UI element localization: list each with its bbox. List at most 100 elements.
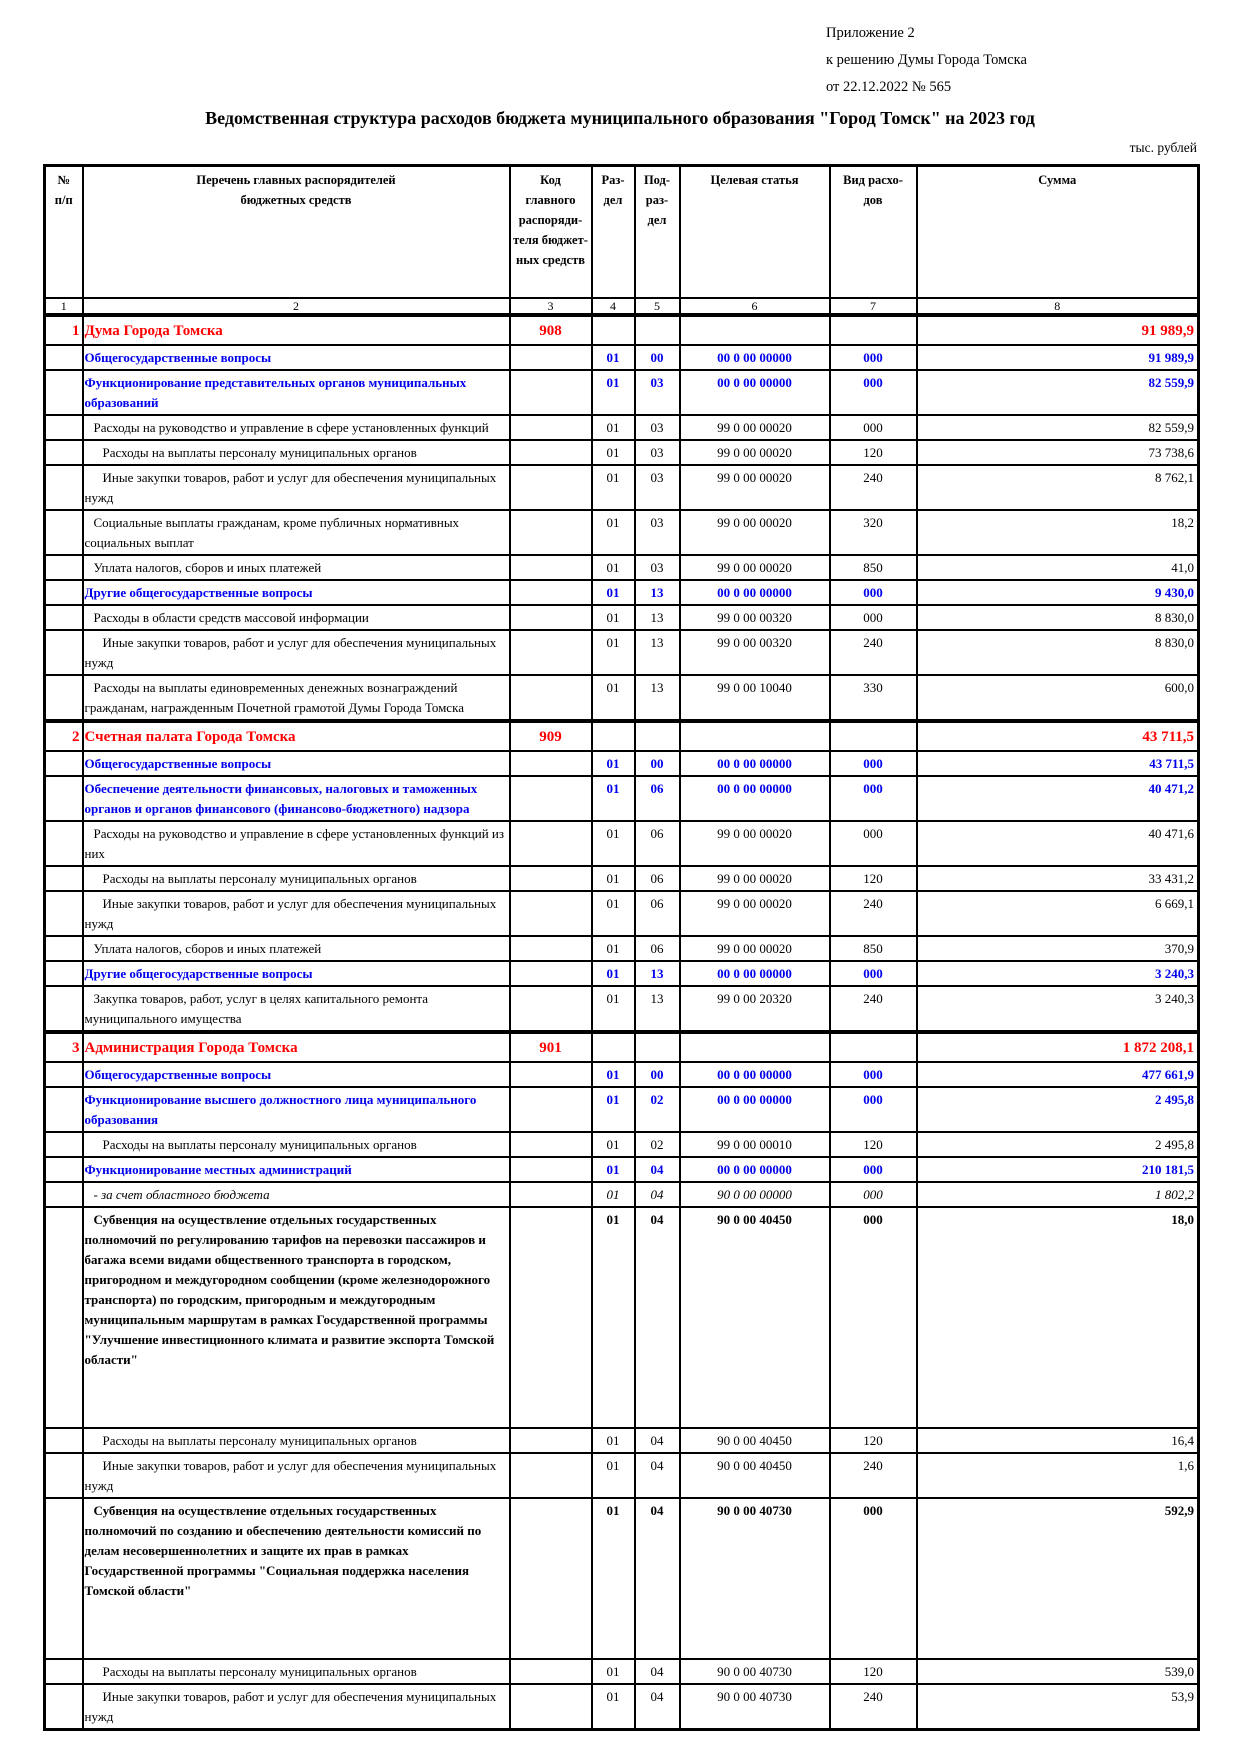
cell-razdel: 01 xyxy=(590,1683,636,1731)
cell-razdel: 01 xyxy=(590,1427,636,1454)
cell-vid: 000 xyxy=(828,579,918,606)
cell-podrazdel: 03 xyxy=(633,509,681,556)
cell-code: 909 xyxy=(508,719,593,752)
col-header-target: Целевая статья xyxy=(678,164,831,299)
cell-code xyxy=(508,369,593,416)
cell-target: 90 0 00 40730 xyxy=(678,1658,831,1685)
cell-target: 00 0 00 00000 xyxy=(678,1061,831,1088)
cell-sum: 3 240,3 xyxy=(915,985,1200,1033)
table-row: Иные закупки товаров, работ и услуг для … xyxy=(43,1683,1200,1731)
table-row: Уплата налогов, сборов и иных платежей 01… xyxy=(43,554,1200,581)
cell-code xyxy=(508,1156,593,1183)
cell-name: Иные закупки товаров, работ и услуг для … xyxy=(81,1452,511,1499)
cell-podrazdel: 04 xyxy=(633,1427,681,1454)
cell-vid: 120 xyxy=(828,439,918,466)
cell-num xyxy=(43,865,84,892)
cell-podrazdel: 00 xyxy=(633,1061,681,1088)
column-index: 7 xyxy=(828,297,918,317)
table-row: Расходы на выплаты персоналу муниципальн… xyxy=(43,1131,1200,1158)
cell-vid: 000 xyxy=(828,344,918,371)
table-row: Уплата налогов, сборов и иных платежей 01… xyxy=(43,935,1200,962)
cell-code xyxy=(508,629,593,676)
cell-sum: 9 430,0 xyxy=(915,579,1200,606)
cell-code xyxy=(508,1131,593,1158)
table-row: 3 Администрация Города Томска 901 1 872 208… xyxy=(43,1030,1200,1063)
cell-name: Счетная палата Города Томска xyxy=(81,719,511,752)
column-index: 5 xyxy=(633,297,681,317)
cell-num xyxy=(43,960,84,987)
cell-vid: 120 xyxy=(828,865,918,892)
cell-target: 99 0 00 00010 xyxy=(678,1131,831,1158)
cell-razdel: 01 xyxy=(590,960,636,987)
cell-podrazdel xyxy=(633,313,681,346)
cell-sum: 82 559,9 xyxy=(915,414,1200,441)
cell-code: 908 xyxy=(508,313,593,346)
cell-name: - за счет областного бюджета xyxy=(81,1181,511,1208)
cell-podrazdel: 02 xyxy=(633,1131,681,1158)
cell-razdel: 01 xyxy=(590,865,636,892)
table-row: Расходы в области средств массовой инфор… xyxy=(43,604,1200,631)
cell-podrazdel xyxy=(633,1030,681,1063)
table-row: 1 Дума Города Томска 908 91 989,9 xyxy=(43,313,1200,346)
cell-vid: 000 xyxy=(828,1497,918,1660)
cell-num xyxy=(43,1683,84,1731)
col-header-razdel: Раз- дел xyxy=(590,164,636,299)
cell-podrazdel: 06 xyxy=(633,775,681,822)
table-row: Расходы на выплаты персоналу муниципальн… xyxy=(43,865,1200,892)
cell-podrazdel: 03 xyxy=(633,554,681,581)
cell-name: Социальные выплаты гражданам, кроме публ… xyxy=(81,509,511,556)
cell-target: 90 0 00 40450 xyxy=(678,1206,831,1429)
cell-code: 901 xyxy=(508,1030,593,1063)
cell-vid: 240 xyxy=(828,985,918,1033)
cell-vid: 000 xyxy=(828,1061,918,1088)
table-row: Иные закупки товаров, работ и услуг для … xyxy=(43,1452,1200,1499)
cell-code xyxy=(508,554,593,581)
cell-target xyxy=(678,313,831,346)
cell-num xyxy=(43,1658,84,1685)
cell-num xyxy=(43,509,84,556)
cell-sum: 477 661,9 xyxy=(915,1061,1200,1088)
cell-target: 00 0 00 00000 xyxy=(678,775,831,822)
cell-name: Уплата налогов, сборов и иных платежей xyxy=(81,935,511,962)
cell-razdel: 01 xyxy=(590,344,636,371)
table-row: Расходы на выплаты персоналу муниципальн… xyxy=(43,1427,1200,1454)
cell-code xyxy=(508,775,593,822)
table-row: Другие общегосударственные вопросы 01 13 00… xyxy=(43,579,1200,606)
cell-podrazdel: 06 xyxy=(633,890,681,937)
cell-razdel: 01 xyxy=(590,1206,636,1429)
cell-razdel: 01 xyxy=(590,1497,636,1660)
cell-name: Общегосударственные вопросы xyxy=(81,344,511,371)
cell-target xyxy=(678,719,831,752)
cell-vid: 000 xyxy=(828,820,918,867)
cell-code xyxy=(508,509,593,556)
cell-num: 1 xyxy=(43,313,84,346)
cell-num xyxy=(43,1452,84,1499)
cell-razdel: 01 xyxy=(590,1156,636,1183)
cell-vid: 000 xyxy=(828,1086,918,1133)
cell-podrazdel: 04 xyxy=(633,1181,681,1208)
table-row: Социальные выплаты гражданам, кроме публ… xyxy=(43,509,1200,556)
cell-vid: 000 xyxy=(828,369,918,416)
cell-code xyxy=(508,935,593,962)
cell-sum: 82 559,9 xyxy=(915,369,1200,416)
cell-num xyxy=(43,414,84,441)
col-header-vid: Вид расхо- дов xyxy=(828,164,918,299)
table-row: Иные закупки товаров, работ и услуг для … xyxy=(43,629,1200,676)
cell-vid: 120 xyxy=(828,1427,918,1454)
col-header-name: Перечень главных распорядителей бюджетны… xyxy=(81,164,511,299)
cell-razdel: 01 xyxy=(590,414,636,441)
cell-num xyxy=(43,775,84,822)
table-row: Другие общегосударственные вопросы 01 13 00… xyxy=(43,960,1200,987)
cell-target: 99 0 00 00320 xyxy=(678,604,831,631)
cell-num: 2 xyxy=(43,719,84,752)
cell-num xyxy=(43,750,84,777)
cell-name: Иные закупки товаров, работ и услуг для … xyxy=(81,1683,511,1731)
cell-razdel xyxy=(590,1030,636,1063)
cell-target: 90 0 00 40450 xyxy=(678,1427,831,1454)
column-index: 1 xyxy=(43,297,84,317)
cell-sum: 3 240,3 xyxy=(915,960,1200,987)
cell-podrazdel: 13 xyxy=(633,579,681,606)
cell-name: Закупка товаров, работ, услуг в целях ка… xyxy=(81,985,511,1033)
cell-name: Дума Города Томска xyxy=(81,313,511,346)
cell-sum: 41,0 xyxy=(915,554,1200,581)
